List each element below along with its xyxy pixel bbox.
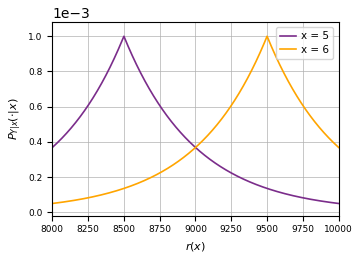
x = 5 <box>65 131 69 134</box>
Line: x = 6: x = 6 <box>52 36 339 204</box>
x = 5 <box>182 135 186 138</box>
x = 5 <box>189 142 194 146</box>
x = 6 <box>50 202 54 205</box>
Line: x = 5: x = 5 <box>52 36 339 204</box>
x = 5 <box>122 35 126 38</box>
Legend: x = 5, x = 6: x = 5, x = 6 <box>276 27 333 59</box>
x = 5 <box>337 202 341 205</box>
x = 6 <box>276 59 280 62</box>
x = 5 <box>328 201 333 204</box>
x = 6 <box>328 138 333 141</box>
X-axis label: $r(x)$: $r(x)$ <box>185 240 206 253</box>
x = 6 <box>189 150 194 153</box>
Y-axis label: $P_{Y|x}(\cdot|x)$: $P_{Y|x}(\cdot|x)$ <box>7 98 23 140</box>
x = 6 <box>328 138 333 141</box>
x = 5 <box>50 146 54 149</box>
x = 6 <box>182 155 186 159</box>
x = 6 <box>337 146 341 149</box>
x = 6 <box>65 200 69 203</box>
x = 6 <box>265 35 269 38</box>
x = 5 <box>328 201 333 204</box>
x = 5 <box>276 190 280 193</box>
